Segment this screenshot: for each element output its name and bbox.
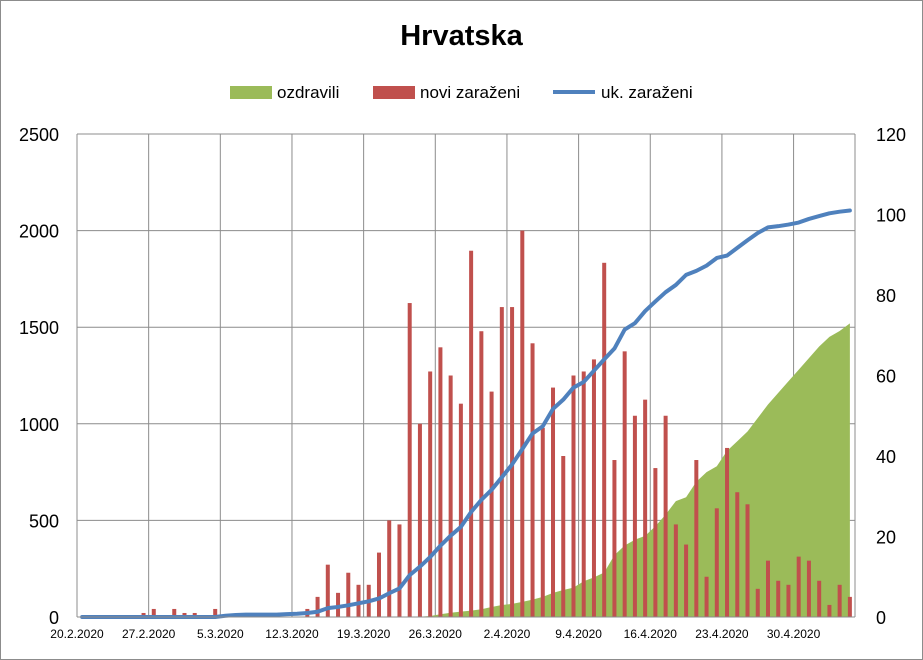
bar-novi-zarazeni xyxy=(591,359,596,617)
bar-novi-zarazeni xyxy=(428,371,433,617)
legend-swatch-novi-zarazeni xyxy=(373,86,415,99)
bar-novi-zarazeni xyxy=(469,250,474,618)
bar-novi-zarazeni xyxy=(356,584,361,617)
bar-novi-zarazeni xyxy=(141,612,146,617)
left-axis-tick-label: 0 xyxy=(49,608,59,628)
bar-novi-zarazeni xyxy=(479,331,484,617)
x-axis-tick-label: 23.4.2020 xyxy=(695,627,749,641)
bar-novi-zarazeni xyxy=(325,564,330,617)
bar-novi-zarazeni xyxy=(213,608,218,617)
bar-novi-zarazeni xyxy=(581,371,586,617)
bar-novi-zarazeni xyxy=(182,612,187,617)
bar-novi-zarazeni xyxy=(458,403,463,617)
bar-novi-zarazeni xyxy=(438,347,443,617)
bar-novi-zarazeni xyxy=(571,375,576,617)
bar-novi-zarazeni xyxy=(448,375,453,617)
bar-novi-zarazeni xyxy=(346,572,351,617)
x-axis-tick-label: 20.2.2020 xyxy=(50,627,104,641)
bar-novi-zarazeni xyxy=(663,415,668,617)
bar-novi-zarazeni xyxy=(817,580,822,617)
bar-novi-zarazeni xyxy=(786,584,791,617)
left-axis-tick-label: 500 xyxy=(29,511,59,531)
legend-label-uk-zarazeni: uk. zaraženi xyxy=(601,83,693,102)
bar-novi-zarazeni xyxy=(684,544,689,617)
x-axis-tick-label: 5.3.2020 xyxy=(197,627,244,641)
bar-novi-zarazeni xyxy=(397,524,402,617)
bar-novi-zarazeni xyxy=(827,604,832,617)
x-axis-tick-label: 9.4.2020 xyxy=(555,627,602,641)
bar-novi-zarazeni xyxy=(653,468,658,617)
bar-novi-zarazeni xyxy=(704,576,709,617)
right-axis-tick-label: 0 xyxy=(876,608,886,628)
bar-novi-zarazeni xyxy=(561,456,566,617)
right-axis-tick-label: 20 xyxy=(876,528,896,548)
bar-novi-zarazeni xyxy=(407,303,412,617)
bar-novi-zarazeni xyxy=(643,399,648,617)
bar-novi-zarazeni xyxy=(694,460,699,617)
bar-novi-zarazeni xyxy=(151,608,156,617)
bar-novi-zarazeni xyxy=(673,524,678,617)
bar-novi-zarazeni xyxy=(499,307,504,617)
right-axis-tick-label: 40 xyxy=(876,447,896,467)
bar-novi-zarazeni xyxy=(632,415,637,617)
left-axis-tick-label: 1000 xyxy=(19,415,59,435)
right-axis-tick-label: 60 xyxy=(876,367,896,387)
legend-swatch-ozdravili xyxy=(230,86,272,99)
bar-novi-zarazeni xyxy=(612,460,617,617)
x-axis-tick-label: 2.4.2020 xyxy=(484,627,531,641)
x-axis-tick-label: 30.4.2020 xyxy=(767,627,821,641)
bar-novi-zarazeni xyxy=(489,391,494,617)
bar-novi-zarazeni xyxy=(520,230,525,617)
bar-novi-zarazeni xyxy=(735,492,740,617)
series-ozdravili-area xyxy=(82,323,850,617)
bar-novi-zarazeni xyxy=(796,556,801,618)
left-axis-tick-label: 2500 xyxy=(19,125,59,145)
axes-layer: 0 500 1000 1500 2000 2500 0 20 40 60 80 100 120 20.2.… xyxy=(19,125,906,641)
bar-novi-zarazeni xyxy=(622,351,627,617)
bar-novi-zarazeni xyxy=(806,560,811,617)
bar-novi-zarazeni xyxy=(745,504,750,617)
bar-novi-zarazeni xyxy=(714,508,719,617)
left-axis-tick-label: 1500 xyxy=(19,318,59,338)
novi-zarazeni-bars-layer xyxy=(141,230,852,618)
bar-novi-zarazeni xyxy=(847,596,852,618)
bar-novi-zarazeni xyxy=(172,608,177,617)
bar-novi-zarazeni xyxy=(387,520,392,617)
x-axis-tick-label: 27.2.2020 xyxy=(122,627,176,641)
bar-novi-zarazeni xyxy=(530,343,535,617)
bar-novi-zarazeni xyxy=(192,612,197,617)
legend-label-novi-zarazeni: novi zaraženi xyxy=(420,83,520,102)
bar-novi-zarazeni xyxy=(417,423,422,617)
bar-novi-zarazeni xyxy=(315,596,320,618)
ozdravili-area-layer xyxy=(82,323,850,617)
x-axis-tick-label: 19.3.2020 xyxy=(337,627,391,641)
bar-novi-zarazeni xyxy=(376,552,381,617)
bar-novi-zarazeni xyxy=(837,584,842,617)
right-axis-tick-label: 100 xyxy=(876,206,906,226)
legend-label-ozdravili: ozdravili xyxy=(277,83,339,102)
right-axis-tick-label: 80 xyxy=(876,286,896,306)
x-axis-tick-label: 16.4.2020 xyxy=(624,627,678,641)
chart-legend: ozdravili novi zaraženi uk. zaraženi xyxy=(230,83,693,102)
bar-novi-zarazeni xyxy=(602,262,607,617)
bar-novi-zarazeni xyxy=(540,427,545,617)
left-axis-tick-label: 2000 xyxy=(19,222,59,242)
x-axis-tick-label: 12.3.2020 xyxy=(265,627,319,641)
chart-title: Hrvatska xyxy=(400,20,523,52)
bar-novi-zarazeni xyxy=(765,560,770,617)
bar-novi-zarazeni xyxy=(725,447,730,617)
right-axis-tick-label: 120 xyxy=(876,125,906,145)
bar-novi-zarazeni xyxy=(551,387,556,617)
x-axis-tick-label: 26.3.2020 xyxy=(409,627,463,641)
bar-novi-zarazeni xyxy=(755,588,760,617)
bar-novi-zarazeni xyxy=(776,580,781,617)
